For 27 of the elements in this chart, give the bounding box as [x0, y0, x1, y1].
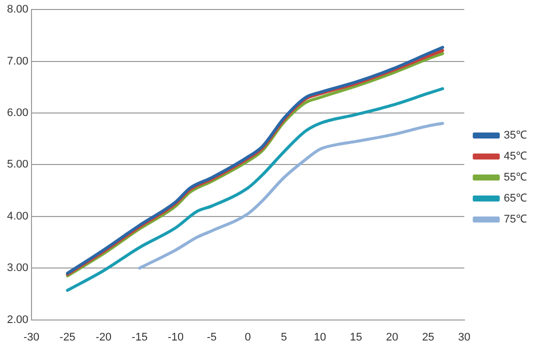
x-tick-label: -20 [96, 331, 112, 344]
x-tick-label: -10 [168, 331, 184, 344]
y-tick-label: 3.00 [6, 262, 28, 274]
x-tick-label: -25 [60, 331, 76, 344]
x-tick-label: 25 [422, 331, 434, 344]
legend-label: 75℃ [504, 214, 528, 226]
y-tick-label: 7.00 [6, 55, 28, 68]
legend-label: 35℃ [504, 130, 528, 142]
y-tick-label: 2.00 [6, 314, 28, 326]
y-tick-label: 4.00 [6, 210, 28, 222]
legend-label: 65℃ [504, 192, 528, 205]
x-tick-label: 20 [386, 331, 398, 344]
line-series [138, 122, 444, 270]
legend-label: 55℃ [504, 172, 528, 184]
x-tick-label: 0 [244, 331, 251, 344]
x-tick-label: -5 [206, 331, 217, 344]
legend-label: 45℃ [504, 150, 528, 163]
y-tick-label: 8.00 [6, 4, 28, 16]
y-tick-label: 6.00 [6, 107, 28, 120]
x-tick-label: 30 [458, 331, 470, 344]
x-tick-label: -30 [23, 331, 40, 344]
y-tick-label: 5.00 [6, 158, 28, 171]
line-series [66, 87, 444, 292]
x-tick-label: 10 [314, 331, 326, 344]
x-tick-label: 15 [350, 331, 362, 344]
x-tick-label: -15 [132, 331, 148, 344]
x-tick-label: 5 [280, 331, 287, 344]
